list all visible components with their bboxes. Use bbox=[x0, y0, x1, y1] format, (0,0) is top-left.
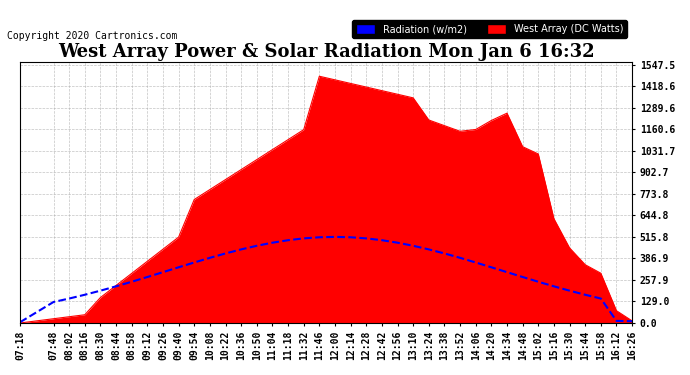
Text: Copyright 2020 Cartronics.com: Copyright 2020 Cartronics.com bbox=[7, 32, 177, 41]
Title: West Array Power & Solar Radiation Mon Jan 6 16:32: West Array Power & Solar Radiation Mon J… bbox=[58, 42, 594, 60]
Legend: Radiation (w/m2), West Array (DC Watts): Radiation (w/m2), West Array (DC Watts) bbox=[352, 20, 627, 38]
